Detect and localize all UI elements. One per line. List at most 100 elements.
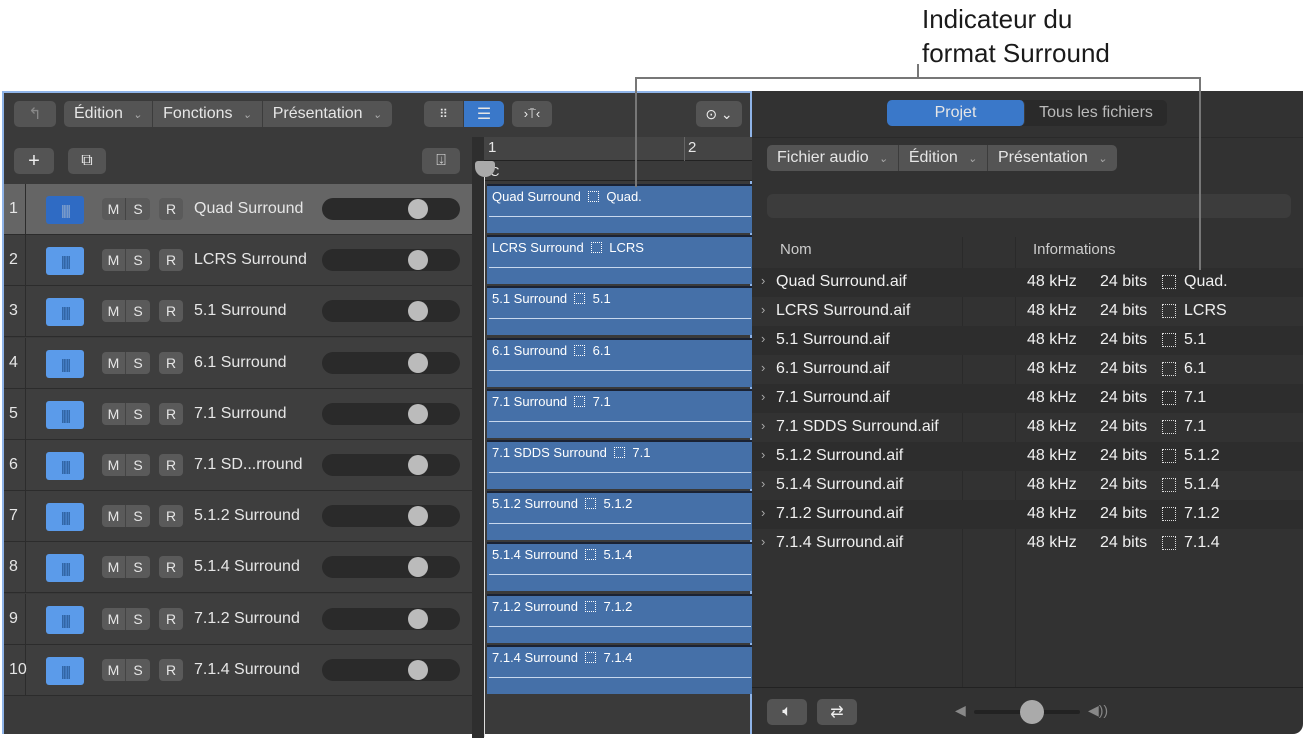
- list-view-icon[interactable]: ☰: [464, 101, 504, 127]
- volume-knob[interactable]: [408, 250, 428, 271]
- volume-knob[interactable]: [408, 199, 428, 219]
- solo-button[interactable]: S: [133, 610, 143, 627]
- audio-region[interactable]: 7.1.4 Surround 7.1.4: [487, 644, 753, 694]
- volume-slider[interactable]: [322, 658, 460, 681]
- import-button[interactable]: ⍗: [422, 148, 460, 174]
- column-nom[interactable]: Nom: [780, 241, 812, 258]
- volume-slider[interactable]: [322, 505, 460, 528]
- waveform-icon[interactable]: |||||: [46, 656, 84, 685]
- waveform-icon[interactable]: |||||: [46, 554, 84, 583]
- file-row[interactable]: › 7.1.4 Surround.aif 48 kHz 24 bits 7.1.…: [752, 529, 1303, 558]
- audio-region[interactable]: 5.1.4 Surround 5.1.4: [487, 542, 753, 592]
- mute-button[interactable]: M: [102, 198, 126, 220]
- disclosure-chevron-icon[interactable]: ›: [761, 534, 766, 549]
- mute-button[interactable]: M: [102, 300, 126, 323]
- mute-button[interactable]: M: [102, 658, 126, 681]
- record-button[interactable]: R: [159, 198, 183, 220]
- loop-button[interactable]: ⇄: [817, 699, 857, 725]
- more-options-button[interactable]: ⊙ ⌄: [696, 101, 742, 127]
- solo-button[interactable]: S: [133, 559, 143, 576]
- volume-knob[interactable]: [408, 455, 428, 475]
- solo-button[interactable]: S: [133, 457, 143, 473]
- disclosure-chevron-icon[interactable]: ›: [761, 302, 766, 317]
- audio-region[interactable]: Quad Surround Quad.: [487, 184, 753, 233]
- volume-knob[interactable]: [408, 557, 428, 578]
- preview-button[interactable]: 🔈︎: [767, 699, 807, 725]
- waveform-icon[interactable]: |||||: [46, 349, 84, 378]
- waveform-icon[interactable]: |||||: [46, 298, 84, 327]
- menu-fichier-audio[interactable]: Fichier audio ⌄: [767, 145, 899, 171]
- record-button[interactable]: R: [159, 454, 183, 476]
- mute-button[interactable]: M: [102, 607, 126, 630]
- volume-slider[interactable]: [322, 198, 460, 220]
- audio-region[interactable]: 6.1 Surround 6.1: [487, 337, 753, 387]
- record-button[interactable]: R: [159, 658, 183, 681]
- menu-edition[interactable]: Édition ⌄: [899, 145, 988, 171]
- mute-button[interactable]: M: [102, 505, 126, 528]
- file-row[interactable]: › 5.1 Surround.aif 48 kHz 24 bits 5.1: [752, 326, 1303, 355]
- menu-edition[interactable]: Édition ⌄: [64, 101, 154, 127]
- disclosure-chevron-icon[interactable]: ›: [761, 447, 766, 462]
- waveform-icon[interactable]: |||||: [46, 503, 84, 532]
- duplicate-track-button[interactable]: ⧉: [68, 148, 106, 174]
- disclosure-chevron-icon[interactable]: ›: [761, 273, 766, 288]
- file-row[interactable]: › 5.1.2 Surround.aif 48 kHz 24 bits 5.1.…: [752, 442, 1303, 471]
- disclosure-chevron-icon[interactable]: ›: [761, 418, 766, 433]
- menu-presentation[interactable]: Présentation ⌄: [272, 105, 382, 122]
- record-button[interactable]: R: [159, 402, 183, 425]
- mute-button[interactable]: M: [102, 556, 126, 579]
- record-button[interactable]: R: [159, 351, 183, 374]
- file-row[interactable]: › 5.1.4 Surround.aif 48 kHz 24 bits 5.1.…: [752, 471, 1303, 500]
- snap-button[interactable]: ›⍑‹: [512, 101, 552, 127]
- preview-volume-slider[interactable]: [974, 700, 1080, 724]
- mute-button[interactable]: M: [102, 249, 126, 272]
- volume-knob[interactable]: [408, 506, 428, 527]
- audio-region[interactable]: 5.1 Surround 5.1: [487, 286, 753, 336]
- file-row[interactable]: › 6.1 Surround.aif 48 kHz 24 bits 6.1: [752, 355, 1303, 384]
- column-informations[interactable]: Informations: [1033, 241, 1116, 258]
- mute-button[interactable]: M: [102, 402, 126, 425]
- audio-region[interactable]: 7.1 SDDS Surround 7.1: [487, 440, 753, 489]
- menu-fonctions[interactable]: Fonctions ⌄: [153, 101, 263, 127]
- search-field[interactable]: [767, 194, 1291, 218]
- waveform-icon[interactable]: |||||: [46, 400, 84, 429]
- solo-button[interactable]: S: [133, 354, 143, 371]
- record-button[interactable]: R: [159, 607, 183, 630]
- volume-slider[interactable]: [322, 300, 460, 323]
- disclosure-chevron-icon[interactable]: ›: [761, 331, 766, 346]
- record-button[interactable]: R: [159, 556, 183, 579]
- volume-slider[interactable]: [322, 351, 460, 374]
- playhead-handle[interactable]: [475, 161, 495, 177]
- solo-button[interactable]: S: [133, 303, 143, 320]
- mute-button[interactable]: M: [102, 351, 126, 374]
- solo-button[interactable]: S: [133, 405, 143, 422]
- volume-slider[interactable]: [322, 454, 460, 476]
- solo-button[interactable]: S: [133, 252, 143, 269]
- ruler[interactable]: 1 2: [484, 137, 752, 161]
- audio-region[interactable]: 5.1.2 Surround 5.1.2: [487, 491, 753, 541]
- file-row[interactable]: › 7.1 Surround.aif 48 kHz 24 bits 7.1: [752, 384, 1303, 413]
- mute-button[interactable]: M: [102, 454, 126, 476]
- disclosure-chevron-icon[interactable]: ›: [761, 505, 766, 520]
- file-row[interactable]: › 7.1 SDDS Surround.aif 48 kHz 24 bits 7…: [752, 413, 1303, 442]
- solo-button[interactable]: S: [133, 661, 143, 678]
- file-row[interactable]: › Quad Surround.aif 48 kHz 24 bits Quad.: [752, 268, 1303, 297]
- audio-region[interactable]: 7.1.2 Surround 7.1.2: [487, 593, 753, 643]
- menu-presentation[interactable]: Présentation ⌄: [997, 149, 1108, 166]
- audio-region[interactable]: LCRS Surround LCRS: [487, 235, 753, 285]
- waveform-icon[interactable]: |||||: [46, 605, 84, 634]
- volume-knob[interactable]: [1020, 700, 1045, 724]
- volume-knob[interactable]: [408, 403, 428, 424]
- volume-knob[interactable]: [408, 608, 428, 629]
- volume-knob[interactable]: [408, 659, 428, 680]
- record-button[interactable]: R: [159, 249, 183, 272]
- volume-knob[interactable]: [408, 352, 428, 373]
